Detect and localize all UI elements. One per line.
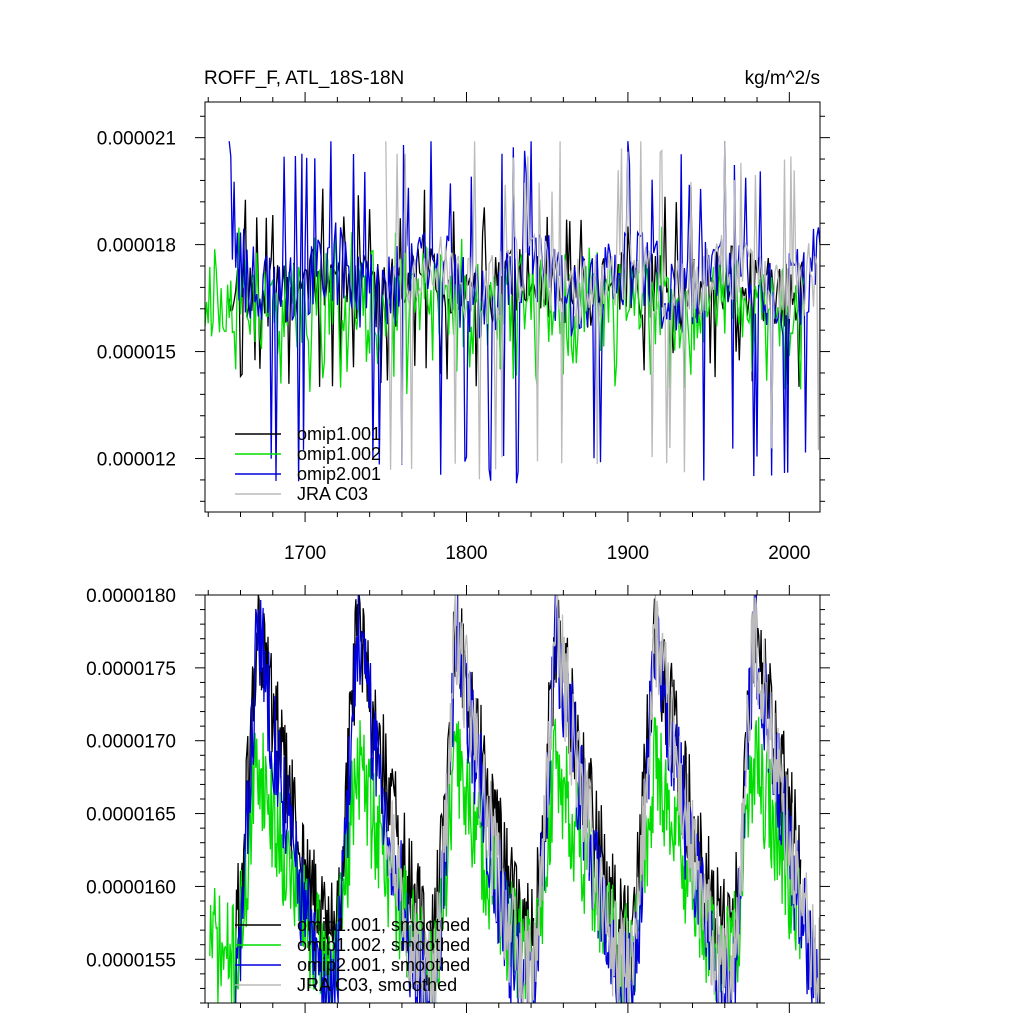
legend-label: JRA C03 [297, 484, 368, 504]
x-tick-label: 1900 [607, 543, 649, 564]
y-tick-label: 0.0000180 [86, 586, 176, 607]
y-tick-label: 0.0000160 [86, 877, 176, 898]
chart-title: ROFF_F, ATL_18S-18N [204, 68, 404, 89]
y-tick-label: 0.0000155 [86, 950, 176, 971]
series-line-0 [235, 595, 802, 988]
legend-label: omip1.001 [297, 424, 381, 444]
legend-label: JRA C03, smoothed [297, 975, 457, 995]
plot-frame [204, 101, 821, 513]
legend-label: omip2.001, smoothed [297, 955, 470, 975]
y-tick-label: 0.000021 [97, 129, 176, 150]
y-tick-label: 0.0000165 [86, 805, 176, 826]
y-tick-label: 0.000018 [97, 236, 176, 257]
y-tick-label: 0.000012 [97, 450, 176, 471]
legend-label: omip2.001 [297, 464, 381, 484]
plot-area [209, 595, 820, 1003]
x-tick-label: 2000 [768, 543, 810, 564]
plot-area [205, 141, 820, 484]
bottom-panel: 0.0000155 0.0000160 0.0000165 0.0000170 0.00… [86, 585, 830, 1013]
units-label: kg/m^2/s [745, 68, 820, 89]
legend-label: omip1.001, smoothed [297, 915, 470, 935]
x-tick-label: 1700 [284, 543, 326, 564]
series-line-3 [385, 141, 820, 480]
y-tick-label: 0.0000175 [86, 659, 176, 680]
y-tick-label: 0.000015 [97, 343, 176, 364]
legend-label: omip1.002 [297, 444, 381, 464]
legend-label: omip1.002, smoothed [297, 935, 470, 955]
series-line-3 [385, 595, 820, 1003]
x-tick-label: 1800 [445, 543, 487, 564]
y-tick-label: 0.0000170 [86, 732, 176, 753]
top-panel: ROFF_F, ATL_18S-18N kg/m^2/s 1700 1800 190… [97, 68, 830, 564]
